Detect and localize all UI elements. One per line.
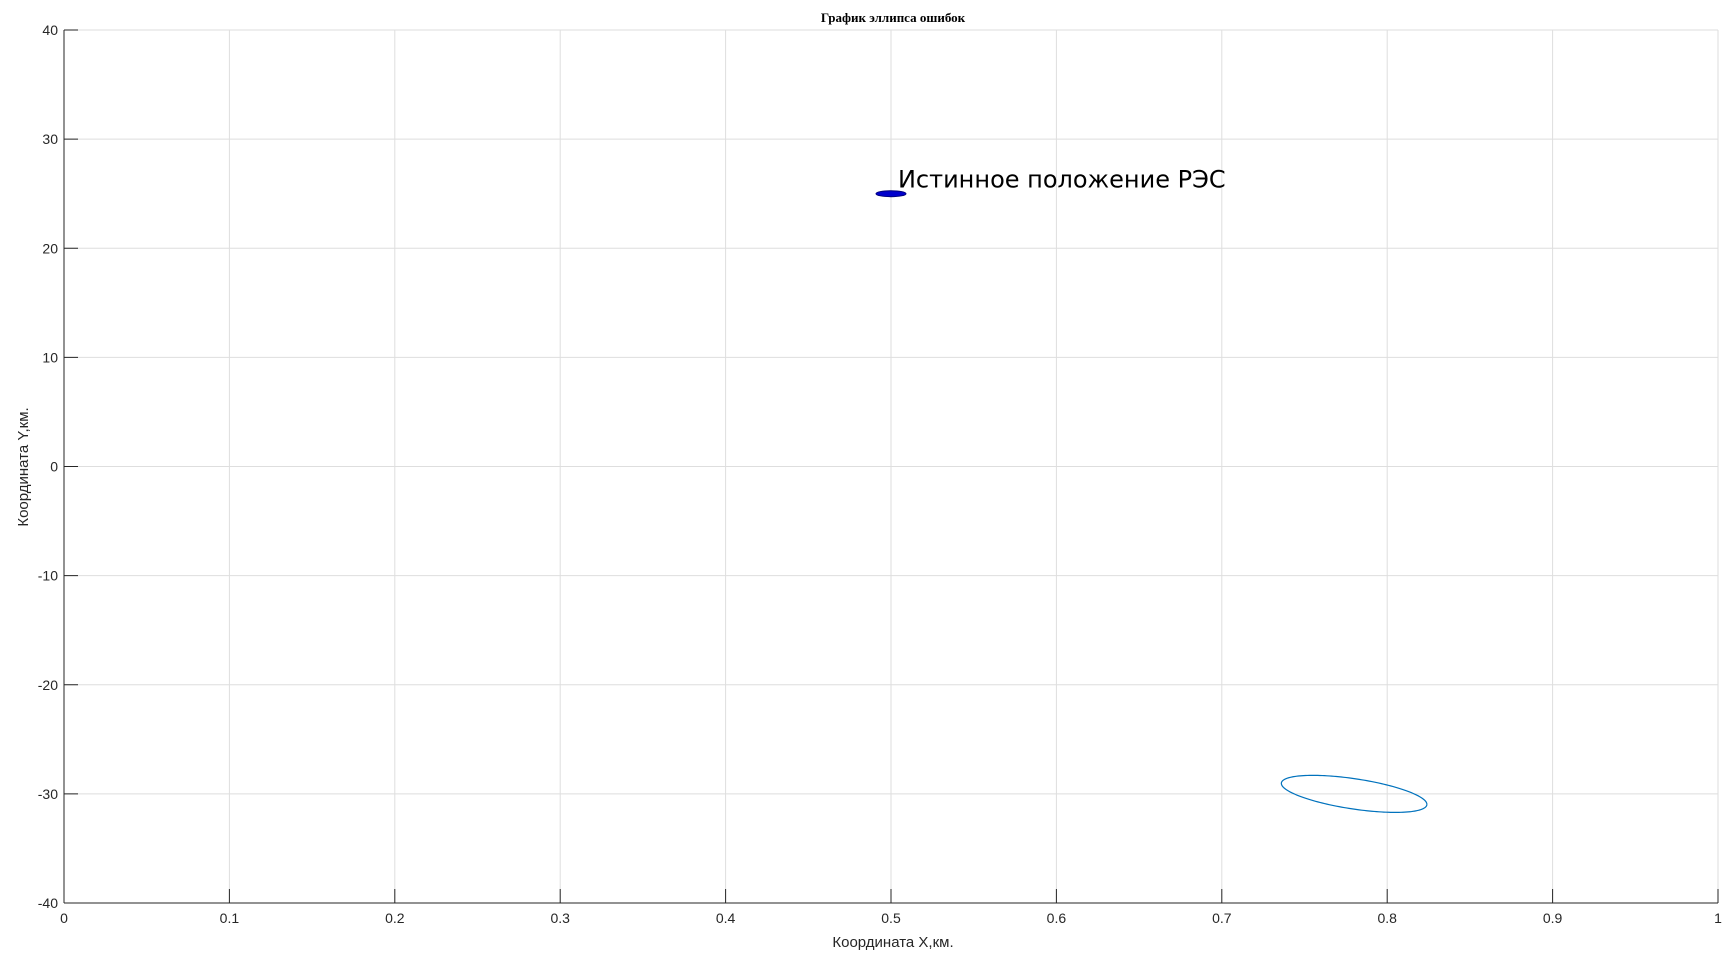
x-tick-label-5: 0.5 [881,910,901,926]
y-tick-label-8: 40 [42,22,58,38]
axes [63,29,1719,904]
x-tick-label-8: 0.8 [1377,910,1397,926]
x-tick-label-4: 0.4 [716,910,736,926]
x-tick-label-1: 0.1 [220,910,240,926]
chart-title: График эллипса ошибок [821,10,966,25]
x-tick-label-7: 0.7 [1212,910,1232,926]
y-tick-label-0: -40 [38,895,58,911]
x-tick-label-10: 1 [1714,910,1722,926]
y-tick-label-2: -20 [38,677,58,693]
y-tick-label-6: 20 [42,240,58,256]
x-tick-label-3: 0.3 [550,910,570,926]
tick-labels: 0 0.1 0.2 0.3 0.4 0.5 0.6 0.7 0.8 0.9 1 -40 -30 -20 -1… [38,22,1722,926]
y-tick-label-5: 10 [42,349,58,365]
error-ellipse [1280,774,1428,814]
annotation-true-position: Истинное положение РЭС [898,166,1226,194]
y-tick-label-1: -30 [38,786,58,802]
true-position-marker [875,190,907,198]
y-tick-label-7: 30 [42,131,58,147]
x-tick-label-2: 0.2 [385,910,405,926]
x-tick-label-6: 0.6 [1047,910,1067,926]
y-tick-label-4: 0 [50,459,58,475]
x-tick-label-0: 0 [60,910,68,926]
x-tick-label-9: 0.9 [1543,910,1563,926]
y-tick-label-3: -10 [38,568,58,584]
y-axis-label: Координата Y,км. [15,407,32,526]
x-axis-label: Координата X,км. [832,934,953,951]
data-marks [875,190,1428,814]
